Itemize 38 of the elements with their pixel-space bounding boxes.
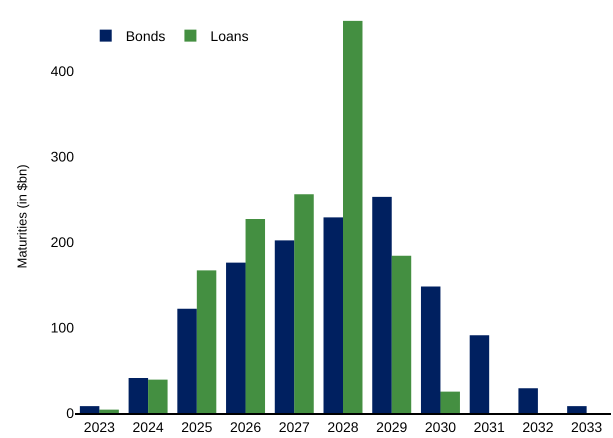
x-tick-label: 2031	[474, 418, 505, 435]
x-tick-label: 2024	[132, 418, 164, 435]
bar	[294, 194, 314, 413]
bar	[148, 380, 168, 413]
x-tick-label: 2028	[327, 418, 359, 435]
x-tick-label: 2030	[424, 418, 456, 435]
bar	[99, 410, 119, 413]
bar	[177, 308, 197, 413]
bar	[420, 286, 440, 413]
bar	[567, 406, 587, 413]
y-tick-label: 0	[66, 404, 74, 421]
bar	[196, 270, 216, 413]
bar	[518, 388, 538, 413]
x-tick-label: 2032	[522, 418, 554, 435]
bar	[470, 335, 490, 413]
legend-label: Bonds	[126, 28, 166, 44]
y-tick-label: 300	[50, 148, 74, 165]
bar	[392, 256, 412, 413]
x-tick-label: 2029	[376, 418, 408, 435]
legend-label: Loans	[210, 28, 249, 44]
y-axis-title: Maturities (in $bn)	[14, 164, 30, 269]
bar	[440, 392, 460, 413]
bar	[246, 219, 266, 413]
y-tick-label: 100	[50, 319, 74, 336]
y-tick-label: 200	[50, 234, 74, 250]
bar	[324, 217, 343, 413]
x-tick-label: 2025	[181, 418, 213, 435]
bar	[372, 196, 392, 413]
bar	[274, 240, 294, 413]
x-tick-label: 2023	[84, 418, 116, 435]
bar	[343, 20, 362, 413]
bar	[128, 378, 148, 413]
x-tick-label: 2026	[230, 418, 262, 435]
x-tick-label: 2033	[571, 418, 602, 435]
bar	[226, 262, 246, 413]
y-tick-label: 400	[50, 63, 74, 80]
x-tick-label: 2027	[278, 418, 310, 435]
bar	[80, 406, 100, 413]
